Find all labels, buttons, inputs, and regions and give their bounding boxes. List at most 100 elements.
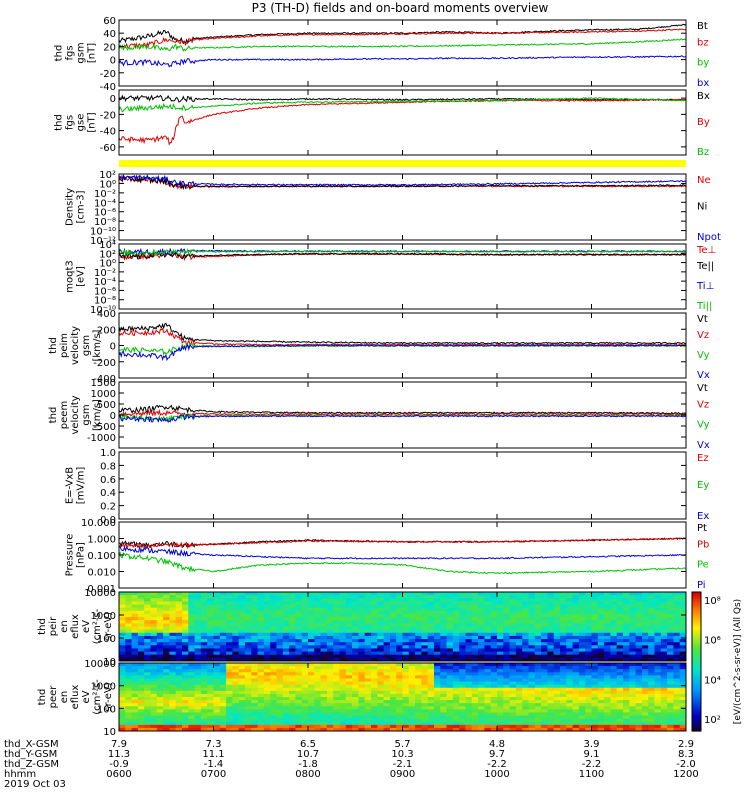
legend-vz: Vz: [697, 399, 709, 410]
y-axis-label: [km/s]: [92, 329, 103, 361]
y-axis-label: moqt3: [65, 260, 76, 293]
y-axis-label: [nT]: [87, 112, 98, 132]
panel-5: -400 -200 0 200 400 thd peim velocity gsm [km/s] V…: [48, 309, 710, 385]
y-tick-label: -400: [93, 374, 116, 385]
series-bt-line: [119, 23, 686, 45]
y-axis-label: peim: [59, 333, 70, 358]
panel-2: -60 -40 -20 0 thd fgs gse [nT] Bx By Bz: [54, 89, 710, 158]
y-axis-label: [cm-3]: [76, 190, 87, 223]
colorbar-label: [eV/(cm^2-s-sr-eV)] (All Qs): [733, 599, 743, 724]
legend-bx: Bx: [697, 91, 710, 102]
x-row-value: 8.3: [678, 749, 694, 760]
x-row-value: -0.9: [109, 759, 129, 770]
y-tick-label: -60: [100, 143, 116, 154]
series-bx-line: [119, 94, 686, 103]
y-tick-label: 0.8: [100, 461, 116, 472]
y-axis-label: [nT]: [87, 43, 98, 63]
x-row-value: -2.2: [582, 759, 602, 770]
y-tick-label: 10000: [84, 659, 116, 670]
legend-ex: Ex: [697, 511, 709, 522]
series-vx-line: [119, 343, 686, 362]
series-ti-line: [119, 248, 686, 257]
legend-vt: Vt: [697, 383, 708, 394]
y-tick-label: 20: [103, 42, 116, 53]
y-tick-label: -20: [100, 110, 116, 121]
y-tick-label: 0: [110, 411, 116, 422]
x-row-label: thd_X-GSM: [4, 739, 59, 750]
x-row-label: thd_Z-GSM: [4, 759, 59, 770]
y-tick-label: 0.100: [87, 551, 116, 562]
y-tick-label: -200: [93, 358, 116, 369]
y-tick-label: 10: [103, 657, 116, 668]
y-axis-label: peir: [48, 616, 59, 636]
legend-pt: Pt: [697, 523, 707, 534]
x-row-value: 4.8: [489, 739, 505, 750]
series-ni-line: [119, 175, 686, 190]
spectrogram-2: [119, 663, 686, 731]
y-tick-label: 0.010: [87, 568, 116, 579]
y-axis-label: peer: [48, 685, 59, 709]
y-tick-label: 100: [97, 704, 116, 715]
legend-bx: bx: [697, 78, 709, 89]
series-by-line: [119, 98, 686, 146]
legend-bt: Bt: [697, 21, 708, 32]
legend-vx: Vx: [697, 370, 710, 381]
legend-pb: Pb: [697, 539, 709, 550]
panel-frame: [118, 521, 687, 589]
y-tick-label: 10⁻⁶: [94, 208, 116, 219]
y-axis-label: fgs: [65, 115, 76, 130]
y-axis-label: [eV]: [76, 266, 87, 287]
y-tick-label: 10: [103, 727, 116, 738]
x-row-value: -1.8: [298, 759, 318, 770]
legend-vz: Vz: [697, 330, 709, 341]
y-axis-label: thd: [54, 45, 65, 62]
x-row-value: 11.3: [108, 749, 130, 760]
y-tick-label: -1000: [87, 433, 116, 444]
series-npot-line: [119, 174, 686, 188]
y-tick-label: 0: [110, 94, 116, 105]
y-tick-label: 400: [97, 309, 116, 320]
y-tick-label: 0.001: [87, 584, 116, 595]
y-axis-label: en: [59, 691, 70, 704]
legend-pi: Pi: [697, 580, 706, 591]
x-row-value: 7.3: [206, 739, 222, 750]
spectrogram-1: [119, 592, 686, 661]
legend-te: Te⊥: [696, 245, 716, 256]
colorbar-tick-label: 10⁸: [704, 596, 721, 607]
legend-ne: Ne: [697, 175, 711, 186]
y-axis-label: sr-eV): [103, 682, 114, 711]
y-tick-label: 1000: [91, 682, 116, 693]
y-axis-label: eV: [81, 690, 92, 703]
y-axis-label: E=-VxB: [65, 467, 76, 504]
x-row-value: 10.3: [391, 749, 413, 760]
y-tick-label: 10⁻⁶: [94, 286, 116, 297]
panel-10: 10000 1000 100 10 thd peer en eflux eV (cm²-s-sr-…: [37, 659, 687, 738]
x-row-value: 5.7: [395, 739, 411, 750]
y-axis-label: [km/s]: [92, 399, 103, 431]
x-row-value: -1.4: [204, 759, 224, 770]
x-row-value: 7.9: [111, 739, 127, 750]
series-bx-line: [119, 55, 686, 68]
x-row-value: 10.7: [297, 749, 319, 760]
y-tick-label: 10.000: [81, 518, 116, 529]
y-tick-label: 0: [110, 56, 116, 67]
y-tick-label: 10⁻⁸: [94, 217, 116, 228]
legend-pe: Pe: [697, 560, 709, 571]
legend-vt: Vt: [697, 314, 708, 325]
y-axis-label: (cm²-s-: [92, 608, 103, 644]
y-tick-label: 0.0: [100, 515, 116, 526]
y-tick-label: 10000: [84, 588, 116, 599]
y-tick-label: 10⁻¹⁰: [90, 227, 116, 238]
y-tick-label: 1.0: [100, 448, 116, 459]
x-row-value: -2.1: [393, 759, 413, 770]
quality-flag-bar: [119, 160, 686, 167]
series-bz-line: [119, 96, 686, 113]
y-tick-label: 0.4: [100, 488, 116, 499]
y-tick-label: 10⁰: [99, 179, 116, 190]
panel-1: -40 -20 0 20 40 60 thd fgs gsm [nT] Bt bz by bx: [54, 16, 710, 93]
y-axis-label: (cm²-s-: [92, 679, 103, 715]
legend-npot: Npot: [697, 232, 721, 243]
x-row-value: 1200: [673, 769, 698, 780]
y-tick-label: 1000: [91, 389, 116, 400]
legend-vy: Vy: [697, 420, 710, 431]
